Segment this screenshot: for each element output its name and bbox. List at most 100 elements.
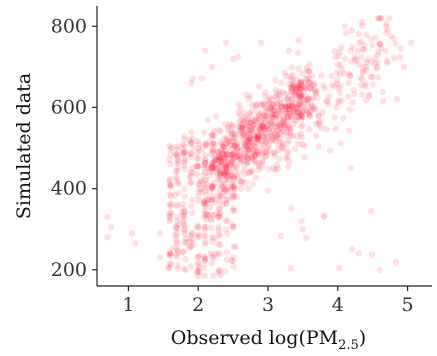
data-point (249, 140, 256, 147)
data-point (254, 132, 261, 140)
data-point (167, 250, 174, 258)
data-point (268, 120, 275, 127)
data-point (174, 213, 181, 221)
data-point (248, 116, 255, 124)
data-point (201, 198, 209, 206)
data-point (259, 124, 266, 132)
data-point (219, 201, 227, 208)
data-point (256, 160, 263, 167)
data-point (259, 127, 266, 134)
data-point (222, 150, 229, 158)
data-point (287, 81, 295, 88)
data-point (307, 84, 314, 91)
data-point (236, 118, 243, 126)
data-point (333, 103, 340, 111)
data-point (255, 136, 262, 144)
data-point (267, 105, 275, 113)
data-point (180, 159, 187, 166)
data-point (298, 141, 306, 148)
data-point (220, 149, 227, 156)
data-point (279, 128, 287, 135)
data-point (279, 143, 286, 150)
data-point (337, 61, 344, 68)
data-point (237, 178, 244, 185)
data-point (312, 89, 319, 96)
data-point (273, 135, 281, 142)
data-point (263, 112, 270, 119)
data-point (303, 84, 310, 91)
data-point (203, 216, 210, 223)
data-point (282, 72, 289, 80)
data-point (297, 79, 305, 87)
data-point (296, 113, 303, 120)
data-point (286, 158, 293, 165)
data-point (187, 153, 194, 160)
data-point (255, 163, 262, 170)
data-point (273, 127, 281, 134)
data-point (324, 97, 331, 105)
data-point (188, 79, 195, 87)
data-point (202, 233, 209, 240)
data-point (209, 165, 216, 172)
data-point (201, 255, 208, 262)
data-point (358, 38, 365, 45)
data-point (292, 116, 299, 123)
data-point (382, 47, 389, 55)
data-point (242, 124, 249, 131)
data-point (284, 106, 291, 114)
data-point (293, 109, 301, 116)
data-point (304, 109, 311, 117)
data-point (283, 103, 290, 111)
y-tick-label: 200 (51, 259, 87, 281)
data-point (251, 117, 259, 124)
data-point (201, 232, 208, 239)
data-point (182, 235, 190, 242)
data-point (202, 223, 210, 231)
data-point (319, 108, 326, 116)
data-point (282, 155, 290, 162)
data-point (290, 90, 298, 97)
data-point (275, 126, 282, 133)
data-point (360, 46, 368, 53)
data-point (268, 133, 275, 140)
data-point (375, 15, 382, 22)
data-point (174, 262, 181, 269)
data-point (219, 183, 226, 190)
data-point (173, 174, 180, 181)
data-point (284, 147, 292, 155)
data-point (222, 268, 229, 275)
data-point (166, 201, 173, 208)
data-point (186, 136, 194, 144)
data-point (348, 245, 356, 253)
data-point (391, 55, 398, 62)
data-point (217, 158, 224, 165)
data-point (346, 127, 353, 134)
data-point (363, 59, 370, 66)
data-point (281, 123, 289, 130)
data-point (224, 163, 231, 171)
data-point (247, 137, 255, 144)
data-point (195, 197, 202, 204)
data-point (279, 89, 287, 96)
data-point (234, 175, 241, 182)
data-point (223, 136, 231, 143)
data-point (268, 101, 275, 108)
data-point (175, 158, 182, 165)
data-point (368, 251, 376, 258)
data-point (189, 135, 196, 142)
data-point (247, 138, 254, 145)
data-point (278, 104, 286, 111)
data-point (168, 144, 175, 152)
data-point (257, 124, 264, 131)
data-point (238, 127, 245, 135)
data-point (167, 146, 174, 153)
data-point (245, 138, 252, 145)
data-point (376, 41, 383, 48)
data-point (237, 116, 245, 124)
data-point (247, 127, 254, 135)
data-point (229, 179, 237, 186)
data-point (309, 72, 316, 79)
data-point (180, 212, 187, 220)
data-point (195, 155, 202, 162)
